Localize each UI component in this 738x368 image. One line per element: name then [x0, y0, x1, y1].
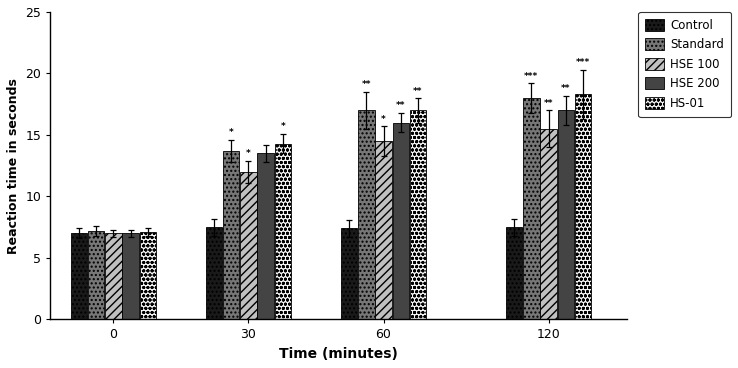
Text: **: ** [561, 84, 570, 93]
Legend: Control, Standard, HSE 100, HSE 200, HS-01: Control, Standard, HSE 100, HSE 200, HS-… [638, 12, 731, 117]
Bar [88, 231, 104, 319]
Bar [558, 110, 574, 319]
Text: **: ** [544, 99, 554, 108]
Bar [106, 233, 122, 319]
Bar [523, 98, 539, 319]
Text: *: * [229, 128, 234, 137]
Bar [258, 153, 274, 319]
Text: *: * [280, 122, 286, 131]
Bar [275, 144, 292, 319]
Bar [410, 110, 427, 319]
Bar [123, 233, 139, 319]
Text: **: ** [362, 81, 371, 89]
Text: **: ** [413, 86, 423, 96]
Bar [393, 123, 409, 319]
Bar [139, 232, 156, 319]
Text: **: ** [396, 101, 405, 110]
Bar [375, 141, 392, 319]
X-axis label: Time (minutes): Time (minutes) [279, 347, 398, 361]
Bar [341, 229, 357, 319]
Text: *: * [246, 149, 251, 158]
Text: ***: *** [576, 58, 590, 67]
Bar [240, 172, 257, 319]
Y-axis label: Reaction time in seconds: Reaction time in seconds [7, 78, 20, 254]
Text: *: * [381, 115, 386, 124]
Bar [71, 233, 87, 319]
Bar [506, 227, 523, 319]
Text: ***: *** [524, 72, 539, 81]
Bar [206, 227, 222, 319]
Bar [575, 94, 591, 319]
Bar [358, 110, 374, 319]
Bar [223, 151, 239, 319]
Bar [540, 129, 557, 319]
